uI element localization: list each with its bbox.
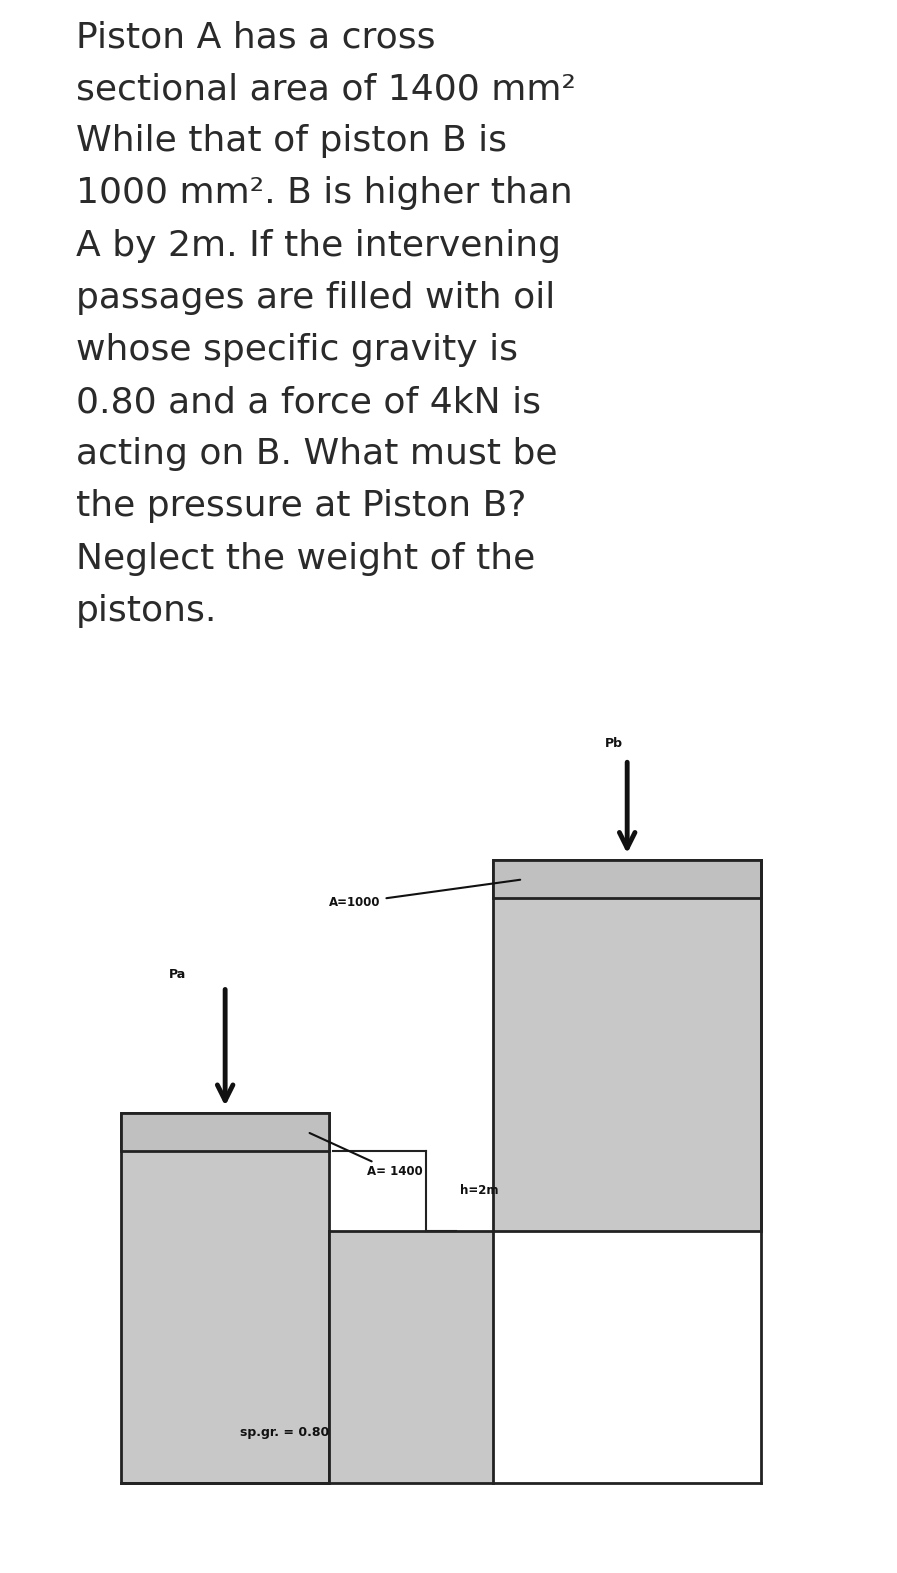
Bar [493, 860, 762, 1230]
Text: sectional area of 1400 mm²: sectional area of 1400 mm² [76, 72, 576, 107]
Bar [329, 1230, 493, 1483]
Bar [493, 860, 762, 898]
Bar [121, 1114, 329, 1151]
Text: Pb: Pb [605, 736, 623, 750]
Text: While that of piston B is: While that of piston B is [76, 124, 507, 159]
Text: passages are filled with oil: passages are filled with oil [76, 280, 555, 315]
Text: 0.80 and a force of 4kN is: 0.80 and a force of 4kN is [76, 385, 541, 418]
Text: Neglect the weight of the: Neglect the weight of the [76, 541, 536, 576]
Text: A=1000: A=1000 [329, 879, 520, 909]
Bar [121, 1112, 329, 1483]
Text: Pa: Pa [170, 969, 187, 982]
Bar [121, 1112, 329, 1483]
Text: Piston A has a cross: Piston A has a cross [76, 20, 436, 53]
Text: acting on B. What must be: acting on B. What must be [76, 437, 558, 472]
Text: pistons.: pistons. [76, 593, 218, 628]
Text: h=2m: h=2m [459, 1184, 498, 1197]
Text: A by 2m. If the intervening: A by 2m. If the intervening [76, 228, 562, 263]
Text: 1000 mm². B is higher than: 1000 mm². B is higher than [76, 176, 573, 211]
Text: the pressure at Piston B?: the pressure at Piston B? [76, 489, 527, 524]
Text: sp.gr. = 0.80: sp.gr. = 0.80 [240, 1427, 329, 1439]
Bar [493, 860, 762, 1230]
Text: whose specific gravity is: whose specific gravity is [76, 333, 518, 367]
Text: A= 1400: A= 1400 [309, 1133, 422, 1178]
